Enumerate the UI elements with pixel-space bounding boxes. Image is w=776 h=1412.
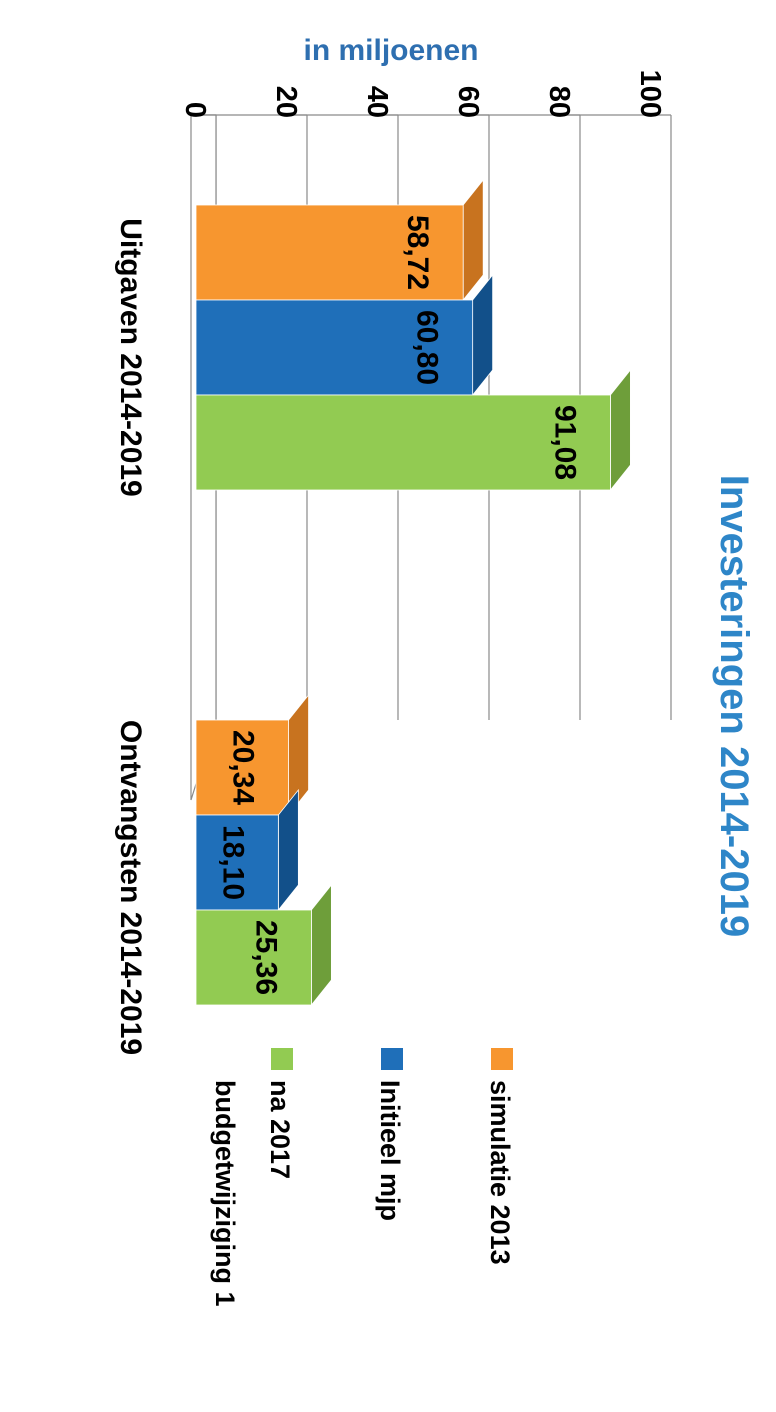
x-axis-categories: Uitgaven 2014-2019 Ontvangsten 2014-2019	[114, 218, 147, 1055]
bar-top-face	[462, 178, 484, 302]
y-tick-label: 20	[270, 86, 302, 118]
y-tick-label: 100	[634, 70, 666, 118]
category-label: Uitgaven 2014-2019	[114, 218, 147, 497]
y-tick-label: 40	[361, 86, 393, 118]
legend-label: simulatie 2013	[485, 1080, 515, 1265]
y-tick-label: 80	[543, 86, 575, 118]
data-label: 58,72	[401, 215, 434, 290]
data-label: 18,10	[216, 825, 249, 900]
bar-1-2: 20,34	[195, 693, 309, 817]
chart-title: Investeringen 2014-2019	[712, 475, 756, 937]
bar-front-face	[195, 394, 611, 491]
legend-label: budgetwijziging 1	[210, 1080, 240, 1306]
legend-swatch	[271, 1048, 293, 1070]
y-tick-label: 0	[179, 102, 211, 118]
data-label: 20,34	[227, 730, 260, 805]
y-tick-label: 60	[452, 86, 484, 118]
legend-item: Initieel mjp	[375, 1048, 405, 1221]
legend: simulatie 2013 Initieel mjp na 2017 budgetw…	[210, 1048, 515, 1306]
y-axis-label: in miljoenen	[303, 34, 478, 67]
bar-3-2: 25,36	[195, 883, 332, 1007]
legend-swatch	[491, 1048, 513, 1070]
bar-front-face	[195, 909, 312, 1006]
legend-item: na 2017 budgetwijziging 1	[210, 1048, 295, 1306]
bar-top-face	[472, 273, 494, 397]
y-axis-ticks: 0 20 40 60 80 100	[179, 70, 666, 118]
bar-top-face	[310, 883, 332, 1007]
data-label: 91,08	[548, 405, 581, 480]
category-label: Ontvangsten 2014-2019	[114, 720, 147, 1055]
bar-2-1: 60,80	[195, 273, 494, 397]
data-label: 25,36	[249, 920, 282, 995]
bar-top-face	[610, 368, 631, 492]
legend-label: Initieel mjp	[375, 1080, 405, 1221]
bar-2-2: 18,10	[195, 788, 299, 912]
legend-label: na 2017	[265, 1080, 295, 1179]
legend-item: simulatie 2013	[485, 1048, 515, 1265]
legend-swatch	[381, 1048, 403, 1070]
data-label: 60,80	[411, 310, 444, 385]
bar-3-1: 91,08	[195, 368, 631, 492]
bar-1-1: 58,72	[195, 178, 484, 302]
